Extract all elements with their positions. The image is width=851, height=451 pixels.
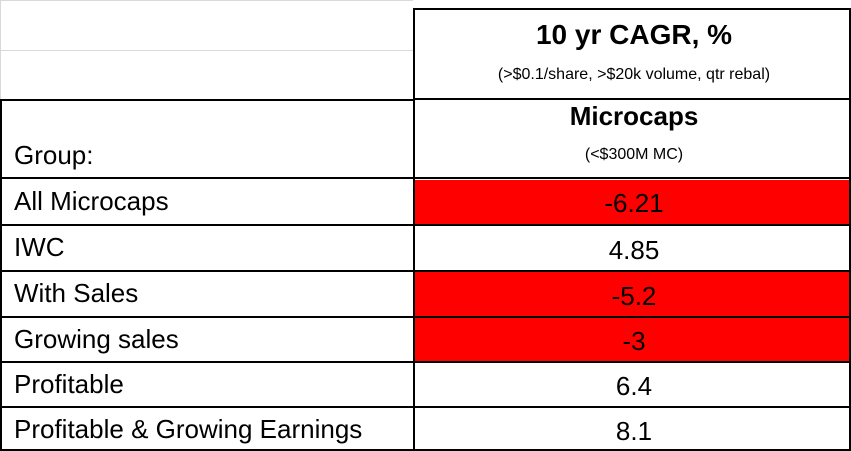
row-value-iwc: 4.85 [608, 235, 660, 265]
row-label-all-microcaps: All Microcaps [14, 186, 169, 216]
cell-highlight-all-microcaps [415, 180, 849, 224]
border [0, 406, 851, 408]
row-value-profitable-growing-earnings: 8.1 [615, 416, 653, 446]
row-value-profitable: 6.4 [615, 371, 653, 401]
border [413, 8, 851, 10]
row-value-all-microcaps: -6.21 [604, 188, 664, 218]
cell-highlight-with-sales [415, 272, 849, 316]
border [413, 98, 851, 100]
header-title: 10 yr CAGR, % [535, 19, 733, 50]
border [0, 177, 851, 179]
border [0, 270, 851, 272]
row-label-with-sales: With Sales [14, 278, 139, 308]
border [0, 361, 851, 363]
border [849, 8, 851, 451]
row-label-iwc: IWC [14, 232, 65, 262]
border [0, 449, 851, 451]
row-value-with-sales: -5.2 [611, 281, 657, 311]
border [413, 8, 415, 451]
border [0, 99, 2, 451]
column-header-microcaps: Microcaps [569, 101, 699, 131]
row-label-growing-sales: Growing sales [14, 324, 179, 354]
cell-highlight-growing-sales [415, 317, 849, 361]
column-header-sub: (<$300M MC) [584, 146, 684, 163]
row-label-profitable: Profitable [14, 369, 124, 399]
header-subtitle: (>$0.1/share, >$20k volume, qtr rebal) [497, 66, 771, 83]
group-label: Group: [14, 140, 94, 170]
border [0, 224, 851, 226]
border [0, 316, 851, 318]
border [0, 99, 413, 101]
row-value-growing-sales: -3 [622, 326, 646, 356]
row-label-profitable-growing-earnings: Profitable & Growing Earnings [14, 414, 363, 444]
